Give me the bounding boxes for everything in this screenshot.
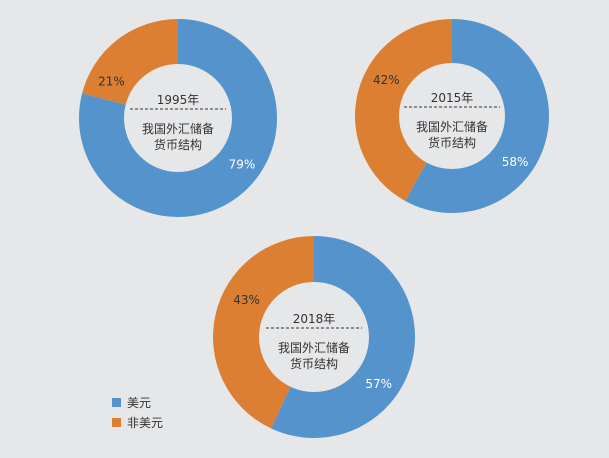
donut-hole-2018 [259,282,369,392]
legend-item-usd: 美元 [112,392,163,412]
center-caption-line2-2015: 货币结构 [428,135,476,150]
legend: 美元 非美元 [112,392,163,432]
slice-label-usd-2018: 57% [365,377,392,391]
legend-item-non-usd: 非美元 [112,412,163,432]
donut-hole-1995 [124,64,232,172]
center-caption-line2-1995: 货币结构 [154,137,202,152]
donut-hole-2015 [399,63,505,169]
center-caption-line1-1995: 我国外汇储备 [142,121,214,136]
slice-label-non-usd-2015: 42% [373,73,400,87]
center-caption-line2-2018: 货币结构 [290,356,338,371]
legend-label-non-usd: 非美元 [127,415,164,430]
center-year-2018: 2018年 [293,312,336,326]
center-year-1995: 1995年 [157,93,200,107]
slice-label-non-usd-1995: 21% [98,74,125,88]
slice-label-usd-1995: 79% [229,157,256,171]
center-caption-line1-2015: 我国外汇储备 [416,119,488,134]
slice-label-non-usd-2018: 43% [233,293,260,307]
legend-label-usd: 美元 [127,395,152,410]
center-caption-line1-2018: 我国外汇储备 [278,340,350,355]
legend-swatch-usd [112,397,121,407]
legend-swatch-non-usd [112,417,121,427]
center-year-2015: 2015年 [431,91,474,105]
slice-label-usd-2015: 58% [502,155,529,169]
